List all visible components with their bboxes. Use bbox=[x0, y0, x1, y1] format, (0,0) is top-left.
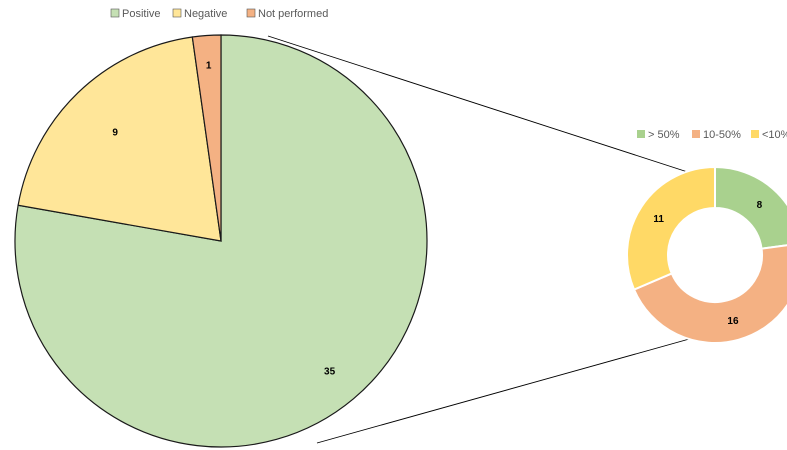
legend-label-positive: Positive bbox=[122, 8, 161, 20]
pie-data-label-positive: 35 bbox=[324, 366, 336, 377]
legend-label-not-performed: Not performed bbox=[258, 8, 328, 20]
legend-swatch-negative bbox=[172, 8, 182, 18]
doughnut-segment-10 bbox=[626, 165, 716, 291]
legend-swatch-50 bbox=[637, 130, 645, 138]
legend-swatch-not-performed bbox=[246, 8, 256, 18]
doughnut-segment-50 bbox=[714, 165, 787, 250]
legend-label-negative: Negative bbox=[184, 8, 227, 20]
legend-label-50: > 50% bbox=[648, 129, 680, 141]
legend-label-10: <10% bbox=[762, 129, 787, 141]
pie-data-label-not-performed: 1 bbox=[206, 60, 212, 71]
pie-data-label-negative: 9 bbox=[112, 127, 118, 138]
doughnut-data-label-10-50: 16 bbox=[727, 316, 739, 327]
doughnut-data-label-10: 11 bbox=[653, 214, 664, 225]
pie-slice-not-performed bbox=[191, 34, 222, 242]
main-pie-legend: Positive Negative Not performed bbox=[110, 8, 328, 20]
doughnut-data-label-50: 8 bbox=[757, 200, 763, 211]
main-pie-chart: 35 9 1 bbox=[14, 34, 428, 448]
pie-slice-negative bbox=[17, 36, 222, 242]
legend-label-10-50: 10-50% bbox=[703, 129, 741, 141]
connector-line-top bbox=[267, 35, 701, 177]
doughnut-segment-10-50 bbox=[632, 244, 787, 344]
legend-swatch-10-50 bbox=[692, 130, 700, 138]
legend-swatch-positive bbox=[110, 8, 120, 18]
doughnut-legend: > 50% 10-50% <10% bbox=[637, 129, 787, 141]
pie-slice-positive bbox=[14, 34, 428, 448]
doughnut-chart: 8 16 11 bbox=[626, 165, 787, 344]
connector-line-bottom bbox=[316, 335, 701, 444]
legend-swatch-10 bbox=[751, 130, 759, 138]
